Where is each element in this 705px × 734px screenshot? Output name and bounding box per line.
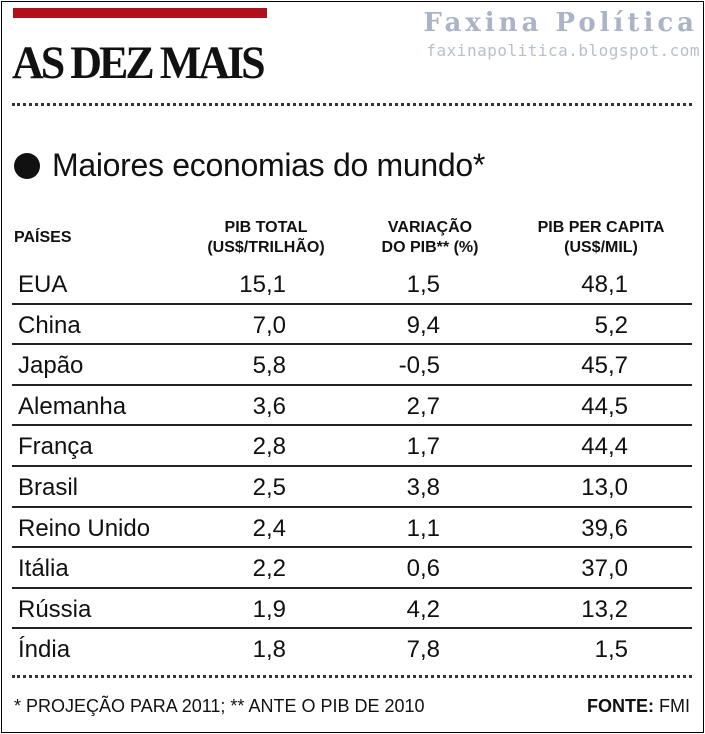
- dotted-divider-top: [12, 103, 692, 106]
- column-header-gdp-line2: (US$/TRILHÃO): [207, 239, 325, 256]
- source-label: FONTE:: [586, 696, 654, 716]
- per-capita-cell: 44,4: [581, 433, 628, 461]
- gdp-cell: 1,9: [252, 595, 286, 623]
- bullet-icon: [14, 153, 40, 179]
- column-header-per-capita: PIB PER CAPITA (US$/MIL): [518, 218, 684, 258]
- growth-cell: -0,5: [398, 352, 440, 380]
- growth-cell: 4,2: [406, 595, 440, 623]
- table-row: Itália 2,2 0,6 37,0: [12, 548, 692, 589]
- column-header-gdp: PIB TOTAL (US$/TRILHÃO): [190, 218, 342, 258]
- country-cell: França: [18, 433, 93, 461]
- country-cell: Brasil: [18, 473, 79, 501]
- country-cell: China: [18, 311, 81, 339]
- growth-cell: 2,7: [406, 392, 440, 420]
- column-header-per-capita-line1: PIB PER CAPITA: [537, 219, 665, 236]
- country-cell: Itália: [18, 555, 69, 583]
- source-value: FMI: [659, 696, 690, 716]
- per-capita-cell: 39,6: [581, 514, 628, 542]
- table-row: França 2,8 1,7 44,4: [12, 426, 692, 467]
- per-capita-cell: 48,1: [581, 271, 628, 298]
- column-header-growth: VARIAÇÃO DO PIB** (%): [368, 218, 492, 258]
- table-row: Índia 1,8 7,8 1,5: [12, 629, 692, 670]
- watermark-title: Faxina Política: [423, 8, 698, 38]
- country-cell: Índia: [18, 636, 71, 664]
- per-capita-cell: 44,5: [581, 392, 628, 420]
- growth-cell: 3,8: [406, 473, 440, 501]
- country-cell: Japão: [18, 352, 84, 380]
- gdp-cell: 15,1: [239, 271, 286, 298]
- column-header-per-capita-line2: (US$/MIL): [564, 239, 638, 256]
- gdp-cell: 2,2: [252, 555, 286, 583]
- growth-cell: 0,6: [406, 555, 440, 583]
- gdp-cell: 2,5: [252, 473, 286, 501]
- per-capita-cell: 37,0: [581, 555, 628, 583]
- gdp-cell: 1,8: [252, 636, 286, 664]
- column-header-gdp-line1: PIB TOTAL: [224, 219, 308, 236]
- country-cell: Reino Unido: [18, 514, 151, 542]
- per-capita-cell: 1,5: [594, 636, 628, 664]
- country-cell: EUA: [18, 271, 68, 298]
- per-capita-cell: 5,2: [594, 311, 628, 339]
- growth-cell: 7,8: [406, 636, 440, 664]
- watermark-url: faxinapolitica.blogspot.com: [426, 41, 700, 60]
- table-row: Rússia 1,9 4,2 13,2: [12, 589, 692, 630]
- table-row: Alemanha 3,6 2,7 44,5: [12, 386, 692, 427]
- table-row: Reino Unido 2,4 1,1 39,6: [12, 508, 692, 549]
- source-credit: FONTE: FMI: [560, 694, 690, 718]
- gdp-cell: 3,6: [252, 392, 286, 420]
- accent-bar: [13, 8, 267, 18]
- per-capita-cell: 45,7: [581, 352, 628, 380]
- column-header-countries: PAÍSES: [14, 228, 72, 248]
- column-header-growth-line1: VARIAÇÃO: [387, 219, 473, 236]
- country-cell: Rússia: [18, 595, 92, 623]
- per-capita-cell: 13,2: [581, 595, 628, 623]
- gdp-cell: 2,8: [252, 433, 286, 461]
- table-row: China 7,0 9,4 5,2: [12, 305, 692, 346]
- table-row: Japão 5,8 -0,5 45,7: [12, 345, 692, 386]
- growth-cell: 1,1: [406, 514, 440, 542]
- per-capita-cell: 13,0: [581, 473, 628, 501]
- economies-table: EUA 15,1 1,5 48,1 China 7,0 9,4 5,2 Japã…: [12, 264, 692, 670]
- page-title: AS DEZ MAIS: [12, 37, 266, 89]
- growth-cell: 9,4: [406, 311, 440, 339]
- gdp-cell: 7,0: [252, 311, 286, 339]
- column-header-countries-label: PAÍSES: [14, 229, 72, 246]
- footnote: * PROJEÇÃO PARA 2011; ** ANTE O PIB DE 2…: [14, 696, 425, 716]
- table-row: Brasil 2,5 3,8 13,0: [12, 467, 692, 508]
- dotted-divider-bottom: [12, 675, 692, 678]
- chart-title: Maiores economias do mundo*: [52, 147, 486, 183]
- growth-cell: 1,7: [406, 433, 440, 461]
- gdp-cell: 2,4: [252, 514, 286, 542]
- country-cell: Alemanha: [18, 392, 127, 420]
- growth-cell: 1,5: [406, 271, 440, 298]
- table-row: EUA 15,1 1,5 48,1: [12, 264, 692, 305]
- column-header-growth-line2: DO PIB** (%): [381, 239, 479, 256]
- gdp-cell: 5,8: [252, 352, 286, 380]
